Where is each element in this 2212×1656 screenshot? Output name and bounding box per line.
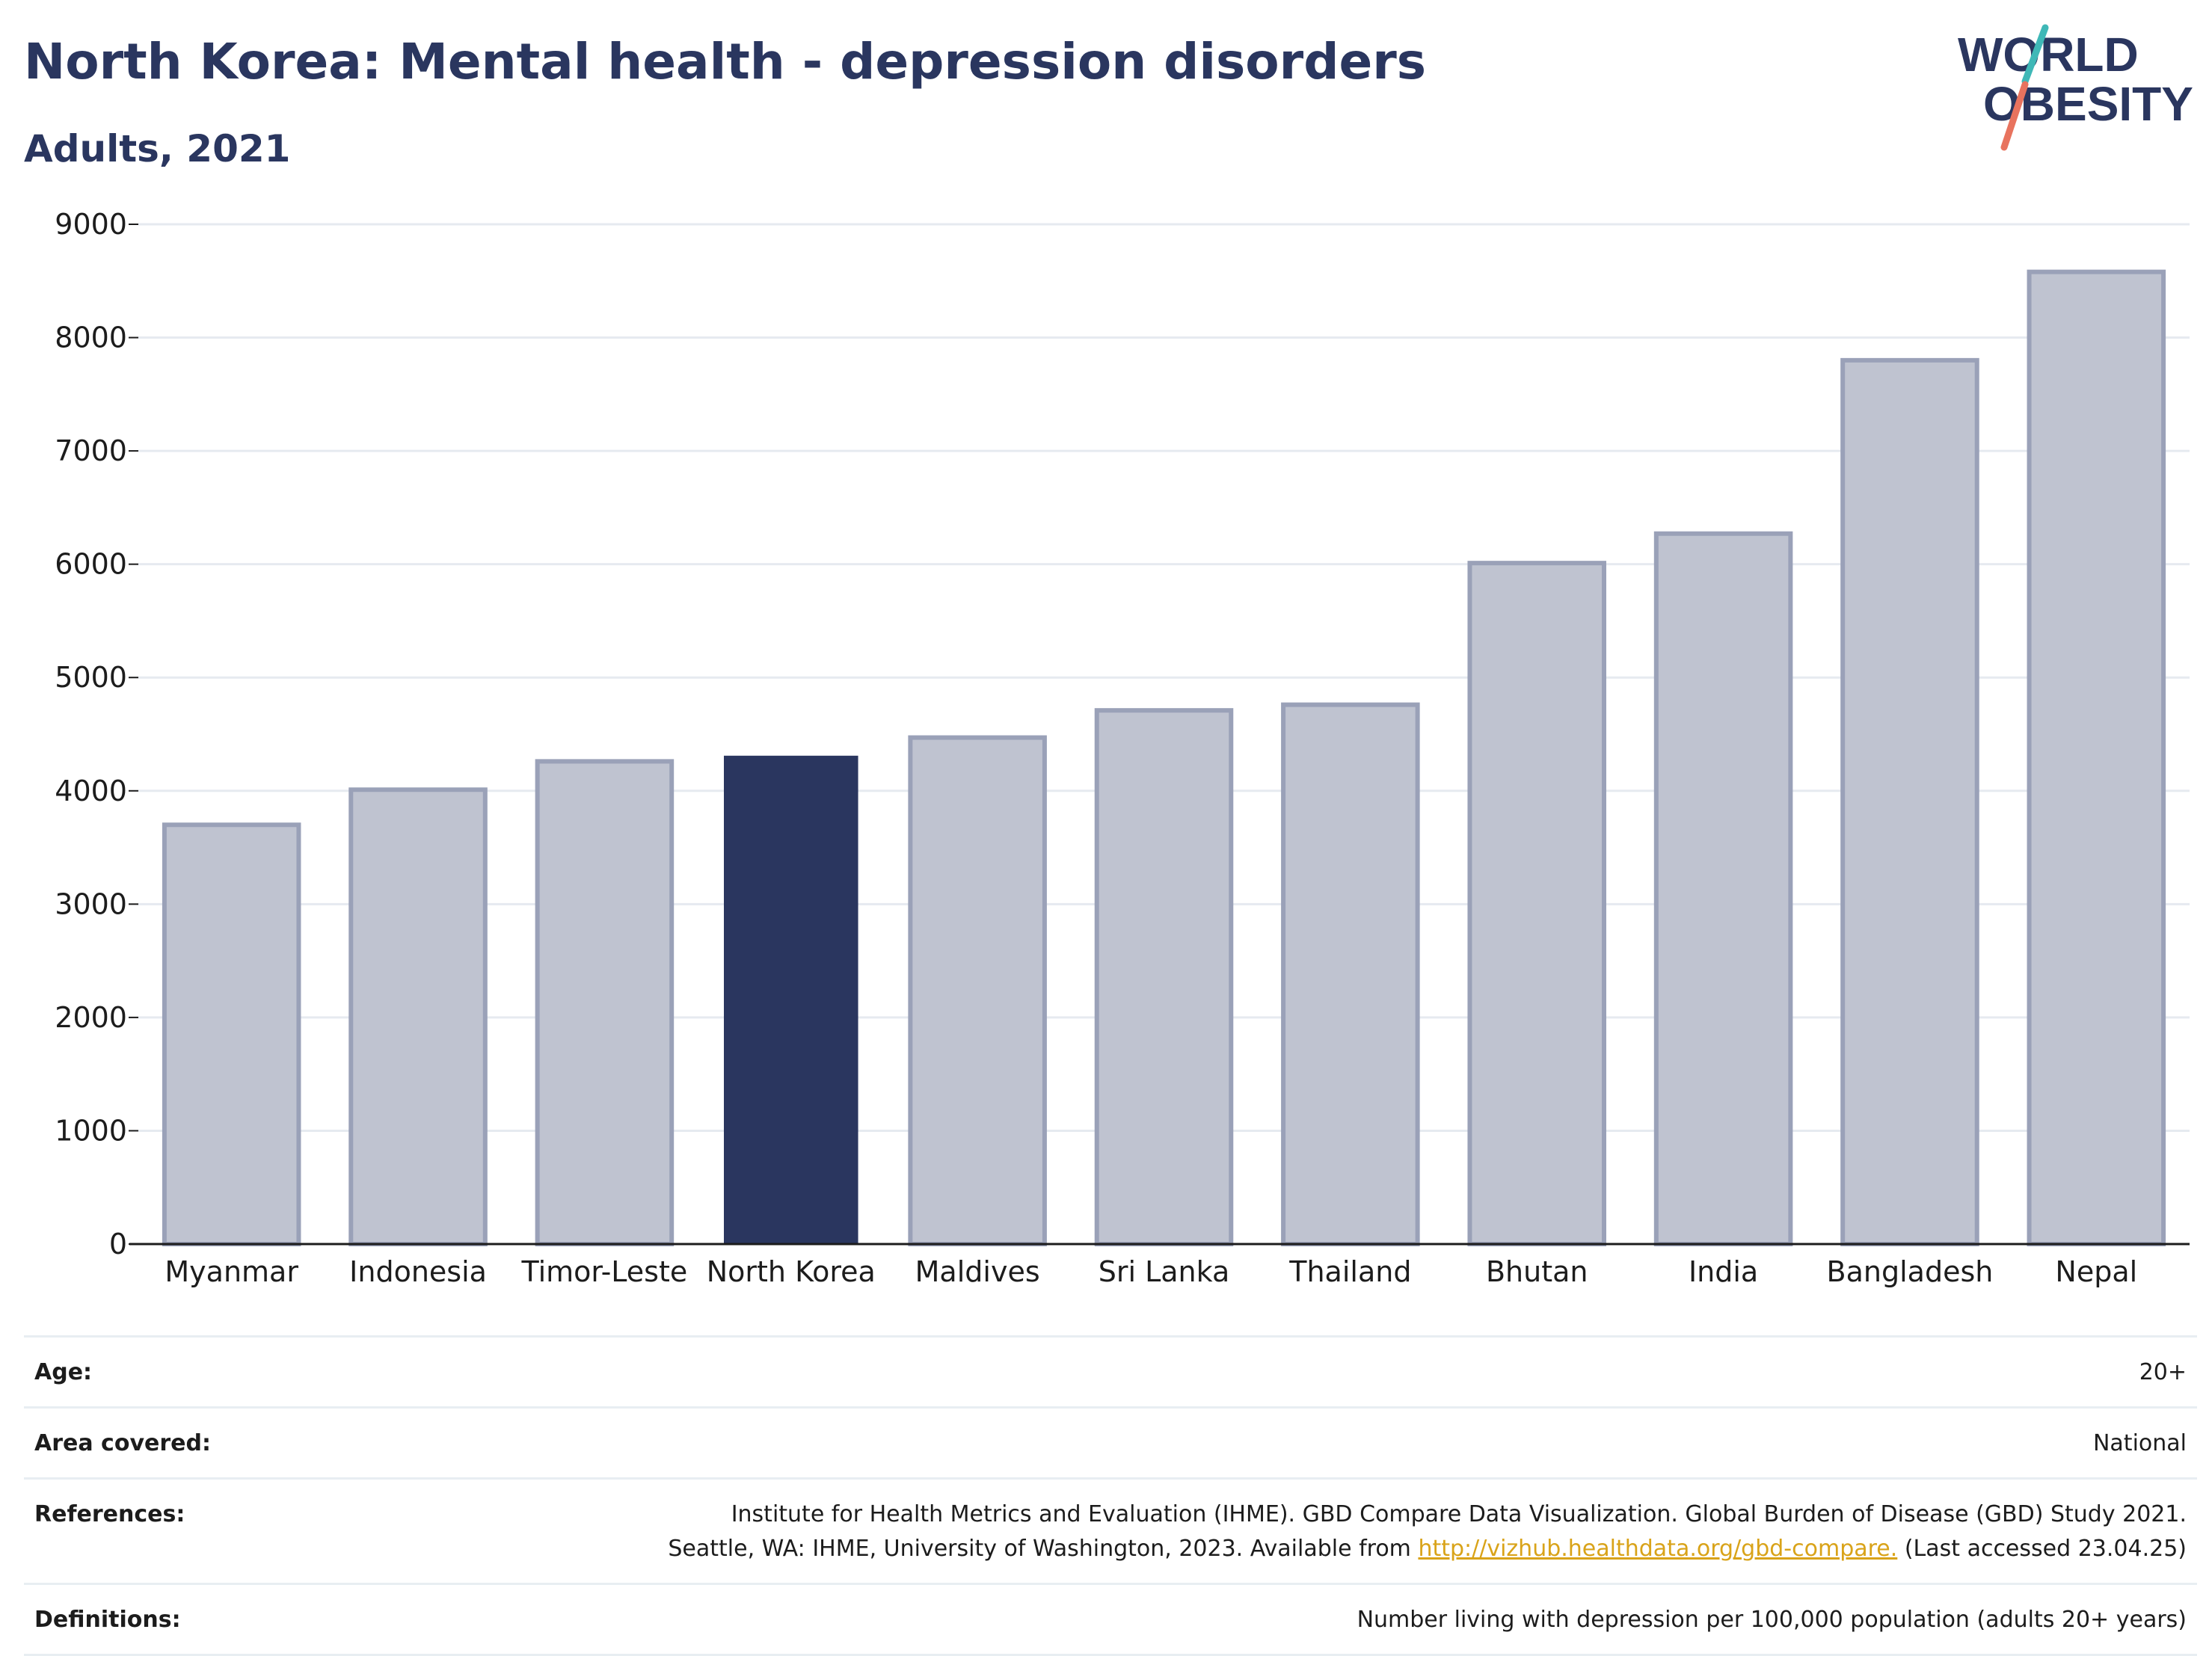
y-tick-label: 5000 [55,661,127,694]
bar [1653,531,1793,1246]
world-obesity-logo: WORLD OBESITY [1958,24,2193,151]
area-label: Area covered: [34,1430,211,1456]
y-tick-label: 7000 [55,434,127,467]
references-link[interactable]: http://vizhub.healthdata.org/gbd-compare… [1418,1536,1898,1562]
x-tick-label: Bangladesh [1827,1255,1994,1288]
meta-row-references: References: Institute for Health Metrics… [24,1480,2197,1585]
x-tick-label: Sri Lanka [1099,1255,1230,1288]
bar [908,735,1047,1246]
bar [348,787,488,1246]
x-tick-label: Maldives [915,1255,1040,1288]
chart-subtitle: Adults, 2021 [24,127,291,170]
logo-line-1: WORLD [1958,28,2139,81]
references-line-2-pre: Seattle, WA: IHME, University of Washing… [668,1536,1419,1562]
bar [2027,269,2166,1246]
y-tick-label: 8000 [55,321,127,354]
references-value: Institute for Health Metrics and Evaluat… [668,1498,2187,1566]
x-tick-label: India [1689,1255,1758,1288]
definitions-label: Definitions: [34,1607,181,1633]
bar [1840,357,1979,1246]
y-tick-label: 1000 [55,1114,127,1147]
logo-slash-coral [2000,81,2029,151]
meta-row-definitions: Definitions: Number living with depressi… [24,1585,2197,1656]
y-tick-label: 6000 [55,548,127,581]
references-line-1: Institute for Health Metrics and Evaluat… [731,1501,2187,1527]
bar-highlight [724,755,858,1244]
meta-row-area: Area covered: National [24,1409,2197,1480]
y-tick-label: 3000 [55,887,127,920]
bar [535,759,675,1246]
bar [1467,561,1606,1246]
logo-slash-teal [2021,24,2049,85]
references-label: References: [34,1501,185,1527]
bar [1281,702,1420,1246]
bar [1094,708,1234,1246]
bar [162,822,301,1246]
y-tick-label: 2000 [55,1001,127,1034]
metadata-table: Age: 20+ Area covered: National Referenc… [24,1335,2197,1656]
y-tick-label: 0 [109,1228,127,1261]
x-tick-label: Nepal [2055,1255,2137,1288]
age-label: Age: [34,1359,93,1385]
age-value: 20+ [2139,1359,2187,1385]
x-tick-label: Bhutan [1486,1255,1588,1288]
meta-row-age: Age: 20+ [24,1338,2197,1409]
y-tick-label: 9000 [55,208,127,241]
chart-title: North Korea: Mental health - depression … [24,33,1427,90]
x-tick-label: Myanmar [165,1255,298,1288]
x-tick-label: Timor-Leste [521,1255,688,1288]
x-tick-label: Thailand [1288,1255,1411,1288]
references-line-2-post: (Last accessed 23.04.25) [1897,1536,2187,1562]
y-tick-label: 4000 [55,775,127,807]
definitions-value: Number living with depression per 100,00… [1357,1607,2187,1633]
x-tick-label: North Korea [707,1255,876,1288]
area-value: National [2092,1430,2187,1456]
bar-chart: 0 1000 2000 3000 4000 5000 6000 7000 8000 9000 Mya… [55,208,2190,1288]
x-tick-label: Indonesia [349,1255,487,1288]
